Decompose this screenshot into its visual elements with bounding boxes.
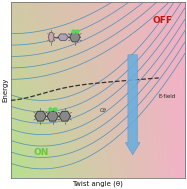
Text: Cθ: Cθ [100,108,107,113]
Text: E-field: E-field [158,94,175,99]
Polygon shape [59,111,70,121]
Polygon shape [47,111,58,121]
Text: OFF: OFF [153,16,173,25]
Polygon shape [35,111,46,121]
Polygon shape [58,34,68,40]
Polygon shape [70,33,80,42]
FancyArrow shape [125,55,140,155]
Y-axis label: Energy: Energy [2,78,8,102]
X-axis label: Twist angle (θ): Twist angle (θ) [72,180,123,187]
Text: ON: ON [33,148,49,156]
Polygon shape [48,33,54,42]
